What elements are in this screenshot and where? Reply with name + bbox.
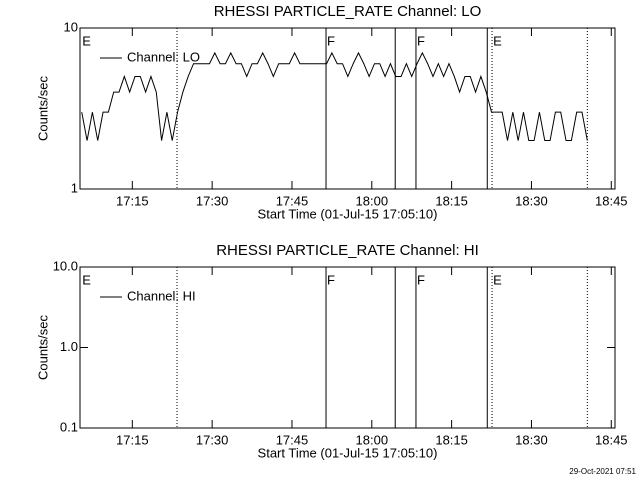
x-axis-label: Start Time (01-Jul-15 17:05:10) (258, 445, 438, 460)
plot-frame (79, 27, 616, 190)
x-tick-label: 18:45 (595, 432, 628, 447)
event-label: F (417, 272, 425, 287)
timestamp: 29-Oct-2021 07:51 (569, 467, 636, 476)
y-axis-label: Counts/sec (35, 314, 50, 380)
data-line (81, 51, 588, 142)
x-tick-label: 17:15 (116, 193, 149, 208)
event-label: E (82, 272, 91, 287)
legend-label: Channel: LO (127, 49, 200, 64)
x-axis-label: Start Time (01-Jul-15 17:05:10) (258, 206, 438, 221)
x-tick-label: 17:45 (276, 193, 309, 208)
chart-title: RHESSI PARTICLE_RATE Channel: HI (216, 242, 479, 259)
y-tick-label: 10.0 (53, 258, 78, 273)
y-tick-label: 10 (64, 19, 78, 34)
event-label: E (493, 33, 502, 48)
event-label: E (82, 33, 91, 48)
chart-title: RHESSI PARTICLE_RATE Channel: LO (214, 3, 482, 20)
x-tick-label: 18:00 (356, 193, 389, 208)
event-label: E (493, 272, 502, 287)
legend-label: Channel: HI (127, 288, 196, 303)
x-tick-label: 18:30 (515, 193, 548, 208)
event-label: F (417, 33, 425, 48)
event-label: F (327, 33, 335, 48)
y-axis-label: Counts/sec (35, 75, 50, 141)
x-tick-label: 18:30 (515, 432, 548, 447)
y-tick-label: 0.1 (60, 419, 78, 434)
x-tick-label: 18:45 (595, 193, 628, 208)
event-label: F (327, 272, 335, 287)
x-tick-label: 18:15 (435, 432, 468, 447)
x-tick-label: 17:15 (116, 432, 149, 447)
x-tick-label: 17:30 (196, 193, 229, 208)
x-tick-label: 17:30 (196, 432, 229, 447)
x-tick-label: 18:00 (356, 432, 389, 447)
y-tick-label: 1.0 (60, 339, 78, 354)
x-tick-label: 18:15 (435, 193, 468, 208)
y-tick-label: 1 (71, 180, 78, 195)
x-tick-label: 17:45 (276, 432, 309, 447)
